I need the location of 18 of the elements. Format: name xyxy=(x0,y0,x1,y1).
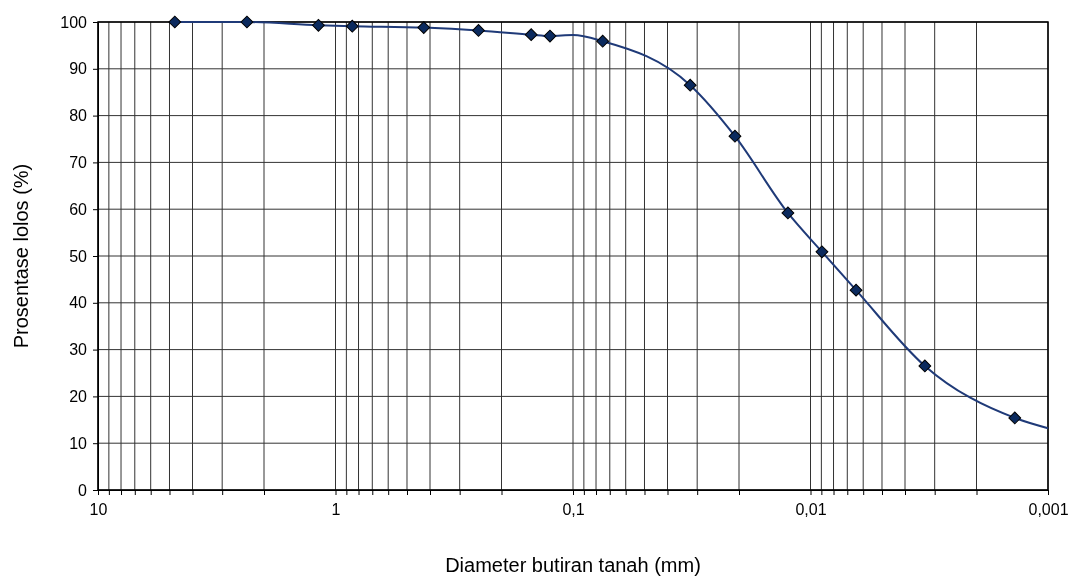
y-tick-label: 100 xyxy=(60,13,88,31)
x-tick-label: 0,001 xyxy=(1028,501,1069,519)
y-tick-label: 20 xyxy=(69,388,88,406)
x-tick-label: 1 xyxy=(331,501,341,519)
y-tick-label: 80 xyxy=(69,107,88,125)
y-tick-label: 40 xyxy=(69,294,88,312)
x-axis-title: Diameter butiran tanah (mm) xyxy=(445,554,701,576)
y-tick-label: 10 xyxy=(69,434,88,452)
x-tick-label: 10 xyxy=(89,501,108,519)
y-tick-label: 90 xyxy=(69,60,88,78)
y-tick-label: 70 xyxy=(69,154,88,172)
y-tick-label: 50 xyxy=(69,247,88,265)
y-tick-label: 30 xyxy=(69,341,88,359)
x-tick-label: 0,1 xyxy=(562,501,585,519)
x-tick-label: 0,01 xyxy=(795,501,827,519)
y-tick-label: 0 xyxy=(78,481,88,499)
y-tick-label: 60 xyxy=(69,200,88,218)
y-axis-title: Prosentase lolos (%) xyxy=(10,163,32,349)
